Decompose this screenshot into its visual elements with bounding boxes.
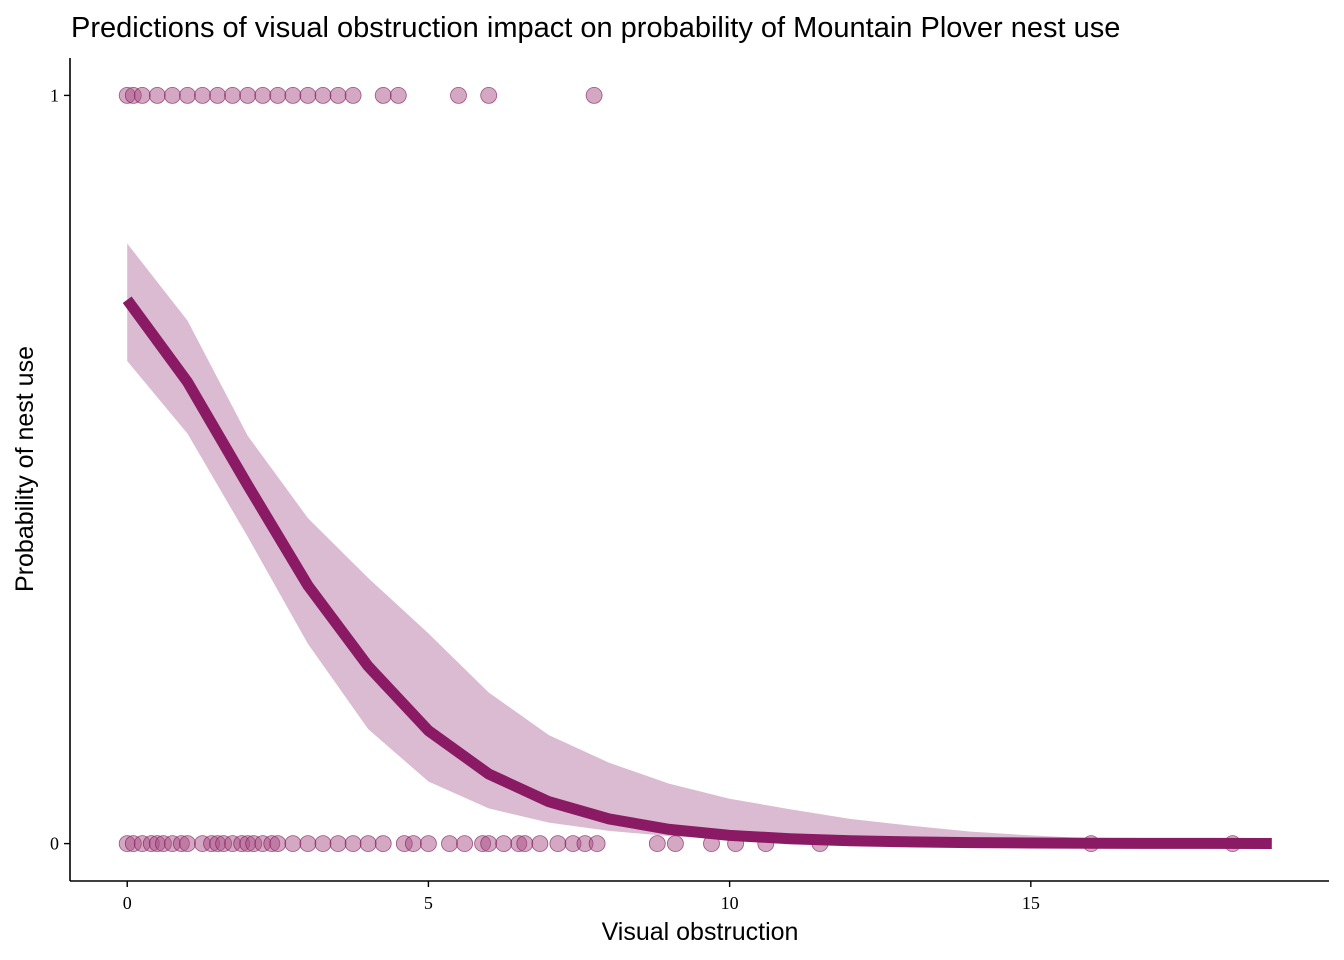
data-point-unused bbox=[441, 835, 458, 852]
data-point-used bbox=[239, 87, 257, 104]
data-point-unused bbox=[648, 835, 666, 852]
data-point-unused bbox=[329, 835, 347, 852]
data-point-unused bbox=[516, 835, 534, 852]
data-point-used bbox=[314, 87, 332, 104]
y-axis-ticks: 01 bbox=[50, 85, 70, 854]
y-tick-label: 0 bbox=[50, 834, 59, 854]
data-point-unused bbox=[314, 835, 332, 852]
x-axis-ticks: 0 5 10 15 bbox=[123, 881, 1040, 913]
data-point-unused bbox=[456, 835, 474, 852]
data-point-used bbox=[389, 87, 407, 104]
data-point-used bbox=[284, 87, 302, 104]
data-point-used bbox=[344, 87, 362, 104]
data-point-unused bbox=[269, 835, 287, 852]
data-point-unused bbox=[480, 835, 498, 852]
data-point-unused bbox=[284, 835, 302, 852]
fitted-line-layer bbox=[122, 296, 1272, 849]
data-point-unused bbox=[495, 835, 513, 852]
fitted-curve bbox=[122, 296, 1272, 849]
data-point-unused bbox=[299, 835, 317, 852]
data-point-used bbox=[329, 87, 347, 104]
data-point-unused bbox=[549, 835, 567, 852]
data-point-used bbox=[269, 87, 287, 104]
x-tick-label: 15 bbox=[1022, 893, 1040, 913]
data-point-used bbox=[254, 87, 272, 104]
data-point-used bbox=[133, 87, 151, 104]
y-axis-title: Probability of nest use bbox=[11, 346, 39, 592]
data-point-unused bbox=[667, 835, 684, 852]
data-point-used bbox=[299, 87, 317, 104]
data-point-unused bbox=[419, 835, 437, 852]
data-point-used bbox=[179, 87, 196, 104]
observed-points-layer bbox=[118, 87, 1241, 852]
data-point-used bbox=[450, 87, 467, 104]
x-tick-label: 5 bbox=[424, 893, 433, 913]
data-point-used bbox=[194, 87, 211, 104]
data-point-unused bbox=[359, 835, 377, 852]
x-tick-label: 10 bbox=[721, 893, 739, 913]
data-point-unused bbox=[404, 835, 422, 852]
y-tick-label: 1 bbox=[50, 85, 59, 105]
confidence-band-layer bbox=[127, 243, 1272, 844]
data-point-unused bbox=[179, 835, 196, 852]
confidence-band bbox=[127, 243, 1272, 844]
data-point-unused bbox=[531, 835, 549, 852]
data-point-used bbox=[163, 87, 181, 104]
data-point-unused bbox=[588, 835, 606, 852]
x-axis-title: Visual obstruction bbox=[602, 918, 799, 946]
data-point-unused bbox=[374, 835, 392, 852]
data-point-used bbox=[209, 87, 227, 104]
data-point-unused bbox=[344, 835, 362, 852]
chart-title: Predictions of visual obstruction impact… bbox=[71, 12, 1120, 44]
data-point-used bbox=[374, 87, 392, 104]
data-point-used bbox=[480, 87, 498, 104]
data-point-used bbox=[585, 87, 603, 104]
data-point-used bbox=[148, 87, 166, 104]
data-point-used bbox=[224, 87, 242, 104]
x-tick-label: 0 bbox=[123, 893, 132, 913]
